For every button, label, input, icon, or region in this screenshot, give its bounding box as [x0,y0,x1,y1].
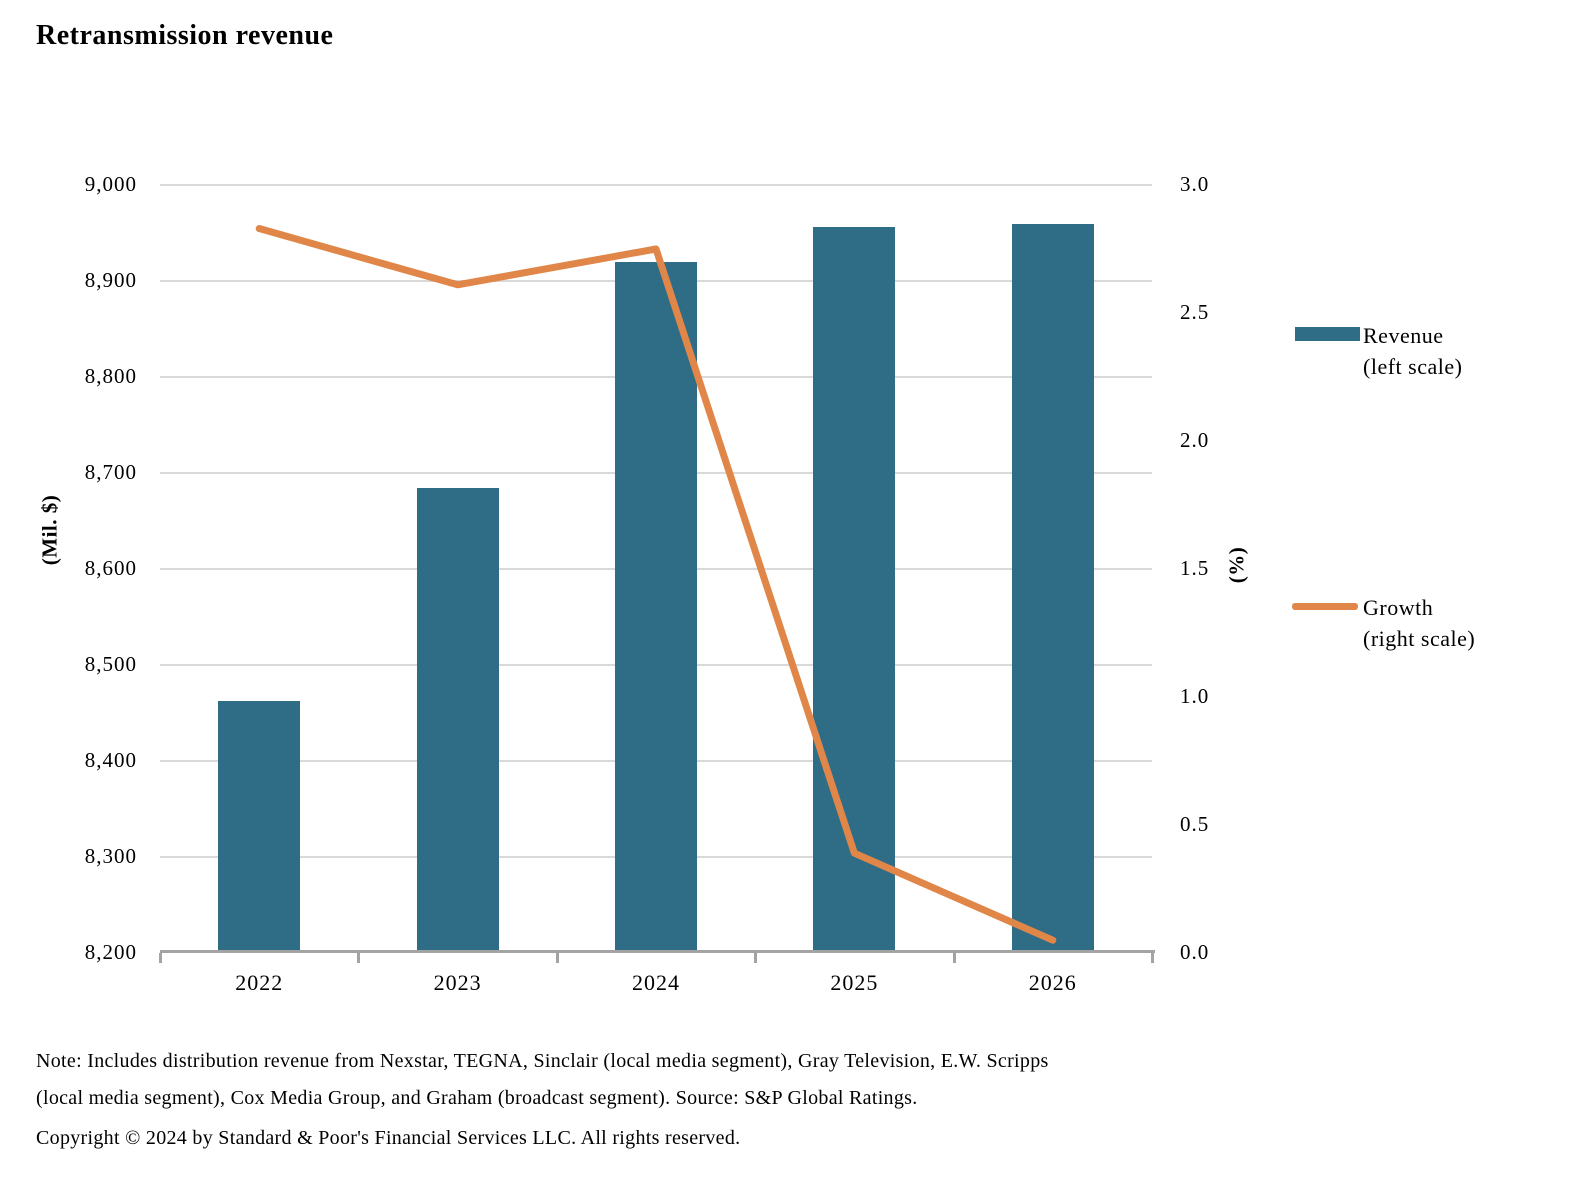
right-axis-tick-label: 1.5 [1180,556,1210,580]
right-axis-tick-label: 1.0 [1180,684,1210,708]
right-axis-tick-label: 2.0 [1180,428,1210,452]
left-axis-tick-label: 8,300 [84,844,137,868]
revenue-bar-2024 [615,261,697,953]
note-text-line2: (local media segment), Cox Media Group, … [36,1087,918,1109]
growth-legend-label-line1: Growth [1363,595,1434,620]
growth-legend-label-line2: (right scale) [1363,626,1476,651]
revenue-legend-label: Revenue (left scale) [1363,320,1462,382]
chart-title: Retransmission revenue [36,20,334,51]
revenue-bar-2025 [813,227,896,953]
x-axis-tick-mark [159,953,162,963]
growth-legend-label: Growth (right scale) [1363,592,1475,654]
x-axis-tick-mark [952,953,956,963]
x-axis-label-2024: 2024 [632,970,680,995]
right-axis-tick-label: 3.0 [1180,172,1210,196]
revenue-bar-2023 [416,488,499,953]
right-axis-tick-label: 0.0 [1180,940,1210,964]
right-axis-tick-label: 2.5 [1180,300,1210,324]
revenue-bar-2026 [1011,224,1094,953]
left-axis-tick-label: 8,900 [84,268,137,292]
revenue-bar-2022 [218,701,301,953]
x-axis-label-2025: 2025 [830,970,879,995]
right-axis-unit-label: (%) [1224,546,1249,584]
gridline [160,184,1152,186]
revenue-legend-swatch [1295,327,1360,341]
x-axis-tick-mark [555,953,559,963]
x-axis-tick-mark [1151,953,1154,963]
footnotes: Note: Includes distribution revenue from… [36,1043,1049,1157]
note-text-line1: Note: Includes distribution revenue from… [36,1050,1049,1072]
left-axis-tick-label: 8,600 [84,556,137,580]
x-axis-label-2022: 2022 [235,970,284,995]
left-axis-tick-label: 8,700 [84,460,137,484]
left-axis-unit-label: (Mil. $) [37,494,62,566]
revenue-legend-label-line2: (left scale) [1363,354,1463,379]
x-axis-tick-mark [357,953,361,963]
x-axis-tick-mark [754,953,758,963]
right-axis-tick-label: 0.5 [1180,812,1210,836]
left-axis-tick-label: 8,800 [84,364,137,388]
x-axis-label-2026: 2026 [1028,970,1077,995]
growth-legend-swatch [1292,603,1358,610]
revenue-legend-label-line1: Revenue [1363,323,1444,348]
left-axis-tick-label: 8,500 [84,652,137,676]
left-axis-tick-label: 9,000 [84,172,137,196]
copyright-text: Copyright © 2024 by Standard & Poor's Fi… [36,1127,741,1149]
x-axis-label-2023: 2023 [433,970,482,995]
left-axis-tick-label: 8,200 [84,940,137,964]
growth-line [255,225,1057,944]
plot-area [160,184,1152,953]
x-axis-line [160,950,1155,953]
left-axis-tick-label: 8,400 [84,748,137,772]
